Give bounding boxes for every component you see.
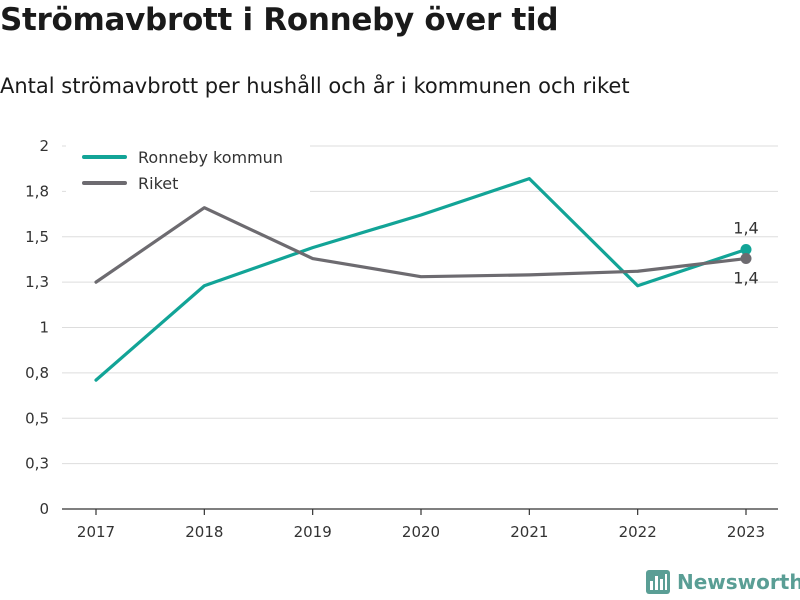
data-label: 1,4	[733, 269, 758, 288]
newsworthy-logo: Newsworthy	[645, 569, 800, 595]
x-tick-label: 2021	[510, 523, 548, 541]
x-tick-label: 2019	[294, 523, 332, 541]
brand-name: Newsworthy	[677, 570, 800, 594]
y-tick-label: 1,8	[25, 182, 49, 200]
y-tick-label: 1,3	[25, 273, 49, 291]
y-axis: 0 0,3 0,5 0,8 1 1,3 1,5 1,8 2	[25, 137, 778, 518]
y-tick-label: 0,8	[25, 364, 49, 382]
y-tick-label: 0,5	[25, 409, 49, 427]
x-tick-label: 2023	[727, 523, 765, 541]
x-tick-label: 2020	[402, 523, 440, 541]
x-tick-label: 2017	[77, 523, 115, 541]
chart-title: Strömavbrott i Ronneby över tid	[0, 2, 559, 38]
data-label: 1,4	[733, 218, 758, 237]
x-axis: 2017 2018 2019 2020 2021 2022 2023	[77, 509, 765, 541]
series-lines: 1,4 1,4	[94, 177, 759, 382]
series-end-point	[740, 243, 752, 255]
y-tick-label: 2	[39, 137, 49, 155]
legend-background	[66, 140, 310, 196]
x-tick-label: 2018	[185, 523, 223, 541]
y-tick-label: 0,3	[25, 455, 49, 473]
chart-subtitle: Antal strömavbrott per hushåll och år i …	[0, 74, 630, 98]
y-tick-label: 1	[39, 319, 49, 337]
legend-label: Riket	[138, 174, 178, 193]
chart-bar-icon	[646, 570, 670, 594]
series-line	[94, 177, 748, 382]
series-line	[94, 206, 748, 284]
y-tick-label: 1,5	[25, 228, 49, 246]
series-end-point	[740, 253, 752, 265]
legend: Ronneby kommun Riket	[66, 140, 310, 196]
legend-label: Ronneby kommun	[138, 148, 283, 167]
y-tick-label: 0	[39, 500, 49, 518]
x-tick-label: 2022	[619, 523, 657, 541]
